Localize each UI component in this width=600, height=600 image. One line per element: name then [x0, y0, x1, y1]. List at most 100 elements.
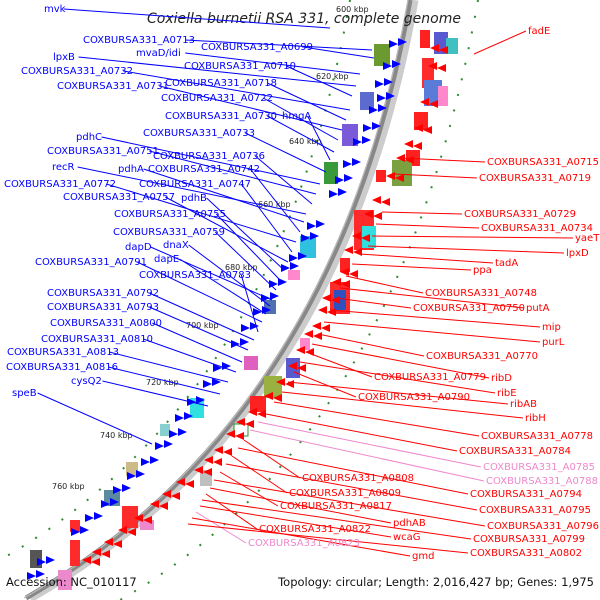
gene-label[interactable]: COXBURSA331_A0742	[148, 164, 260, 175]
gene-label[interactable]: pdhC	[76, 132, 102, 143]
forward-gene-arrow	[335, 176, 344, 184]
gene-label[interactable]: COXBURSA331_A0729	[464, 209, 576, 220]
gene-label[interactable]: COXBURSA331_A0800	[50, 318, 162, 329]
gene-label[interactable]: COXBURSA331_A0795	[479, 505, 591, 516]
gene-label[interactable]: ppa	[473, 265, 492, 276]
gene-label[interactable]: COXBURSA331_A0699	[201, 42, 313, 53]
gene-label[interactable]: COXBURSA331_A0750	[413, 303, 525, 314]
gene-label[interactable]: hmgA	[282, 111, 311, 122]
leader-line	[375, 223, 480, 229]
gene-label[interactable]: COXBURSA331_A0757	[63, 192, 175, 203]
reverse-gene-arrow	[386, 172, 395, 180]
gene-label[interactable]: lpxD	[566, 248, 589, 259]
gene-label[interactable]: COXBURSA331_A0778	[481, 431, 593, 442]
leader-line	[249, 429, 485, 482]
reverse-gene-arrow	[159, 502, 168, 510]
reverse-arrows	[82, 44, 448, 566]
gene-label[interactable]: COXBURSA331_A0799	[473, 534, 585, 545]
gene-label[interactable]: fadE	[528, 26, 550, 37]
gene-label[interactable]: COXBURSA331_A0790	[358, 392, 470, 403]
gene-label[interactable]: COXBURSA331_A0736	[153, 151, 265, 162]
reverse-gene-arrow	[312, 322, 321, 330]
gene-label[interactable]: COXBURSA331_A0732	[21, 66, 133, 77]
gene-label[interactable]: COXBURSA331_A0751	[47, 146, 159, 157]
gene-label[interactable]: ribD	[491, 373, 512, 384]
leader-line	[273, 401, 480, 437]
gene-label[interactable]: speB	[12, 388, 37, 399]
gene-label[interactable]: COXBURSA331_A0817	[280, 501, 392, 512]
kbp-ticks: 600 kbp 620 kbp 640 kbp 660 kbp 680 kbp …	[52, 5, 369, 491]
reverse-gene-arrow	[143, 516, 152, 524]
gene-label[interactable]: yaeT	[575, 233, 600, 244]
gene-label[interactable]: dapE	[154, 254, 179, 265]
gene-label[interactable]: pdhA	[118, 164, 144, 175]
gene-label[interactable]: COXBURSA331_A0734	[481, 223, 593, 234]
forward-gene-arrow	[184, 412, 193, 420]
gene-label[interactable]: COXBURSA331_A0816	[6, 362, 118, 373]
gene-label[interactable]: COXBURSA331_A0822	[259, 524, 371, 535]
gene-label[interactable]: COXBURSA331_A0722	[161, 93, 273, 104]
gene-label[interactable]: dnaX	[163, 240, 189, 251]
gene-label[interactable]: COXBURSA331_A0792	[47, 288, 159, 299]
reverse-gene-arrow	[439, 46, 448, 54]
gene-label[interactable]: COXBURSA331_A0770	[426, 351, 538, 362]
reverse-gene-arrow	[91, 558, 100, 566]
gene-label[interactable]: mip	[542, 322, 561, 333]
gene-label[interactable]: COXBURSA331_A0809	[289, 488, 401, 499]
gene-label[interactable]: COXBURSA331_A0808	[302, 473, 414, 484]
gene-label[interactable]: dapD	[125, 242, 152, 253]
gene-label[interactable]: ribAB	[510, 399, 537, 410]
gene-label[interactable]: COXBURSA331_A0730	[165, 111, 277, 122]
gene-label[interactable]: COXBURSA331_A0802	[470, 548, 582, 559]
gene-label[interactable]: tadA	[495, 258, 518, 269]
gene-label[interactable]: putA	[526, 303, 550, 314]
gene-label[interactable]: COXBURSA331_A0772	[4, 179, 116, 190]
gene-label[interactable]: recR	[52, 162, 75, 173]
gene-label[interactable]: COXBURSA331_A0794	[470, 489, 582, 500]
gene-label[interactable]: COXBURSA331_A0747	[139, 179, 251, 190]
gene-label[interactable]: COXBURSA331_A0718	[165, 78, 277, 89]
gene-label[interactable]: cysQ2	[71, 376, 102, 387]
gene-label[interactable]: ribE	[497, 388, 517, 399]
gene-label[interactable]: COXBURSA331_A0785	[483, 462, 595, 473]
gene-label[interactable]: COXBURSA331_A0783	[139, 270, 251, 281]
gene-label[interactable]: COXBURSA331_A0784	[459, 446, 571, 457]
gene-label[interactable]: COXBURSA331_A0719	[479, 173, 591, 184]
forward-gene-arrow	[278, 278, 287, 286]
forward-gene-arrow	[141, 458, 150, 466]
gene-label[interactable]: COXBURSA331_A0748	[425, 288, 537, 299]
gene-label[interactable]: mvk	[44, 4, 66, 15]
gene-label[interactable]: COXBURSA331_A0813	[7, 347, 119, 358]
forward-gene-arrow	[392, 60, 401, 68]
leader-line	[149, 306, 249, 351]
gene-label[interactable]: lpxB	[53, 52, 75, 63]
gene-label[interactable]: COXBURSA331_A0788	[486, 476, 598, 487]
forward-arrows	[27, 38, 407, 580]
gene-label[interactable]: COXBURSA331_A0823	[248, 538, 360, 549]
gene-label[interactable]: wcaG	[393, 532, 421, 543]
reverse-gene-arrow	[395, 174, 404, 182]
gene-label[interactable]: COXBURSA331_A0710	[184, 61, 296, 72]
leader-line	[317, 333, 425, 357]
gene-label[interactable]: COXBURSA331_A0733	[143, 128, 255, 139]
gene-label[interactable]: COXBURSA331_A0715	[487, 157, 599, 168]
gene-label[interactable]: COXBURSA331_A0810	[41, 334, 153, 345]
gene-label[interactable]: gmd	[412, 551, 434, 562]
gene-label[interactable]: purL	[542, 337, 565, 348]
gene-label[interactable]: COXBURSA331_A0791	[35, 257, 147, 268]
gene-label[interactable]: COXBURSA331_A0755	[114, 209, 226, 220]
leader-line	[101, 136, 321, 185]
gene-label[interactable]: pdhAB	[393, 518, 426, 529]
gene-label[interactable]: COXBURSA331_A0713	[83, 35, 195, 46]
reverse-gene-arrow	[353, 248, 362, 256]
gene-label[interactable]: COXBURSA331_A0779	[374, 372, 486, 383]
reverse-gene-arrow	[313, 332, 322, 340]
forward-gene-arrow	[375, 80, 384, 88]
gene-label[interactable]: COXBURSA331_A0793	[47, 302, 159, 313]
gene-label[interactable]: COXBURSA331_A0759	[113, 227, 225, 238]
gene-label[interactable]: COXBURSA331_A0731	[57, 81, 169, 92]
gene-label[interactable]: pdhB	[181, 193, 207, 204]
gene-label[interactable]: ribH	[525, 413, 546, 424]
gene-label[interactable]: COXBURSA331_A0796	[487, 521, 599, 532]
gene-label[interactable]: mvaD/idi	[136, 48, 181, 59]
